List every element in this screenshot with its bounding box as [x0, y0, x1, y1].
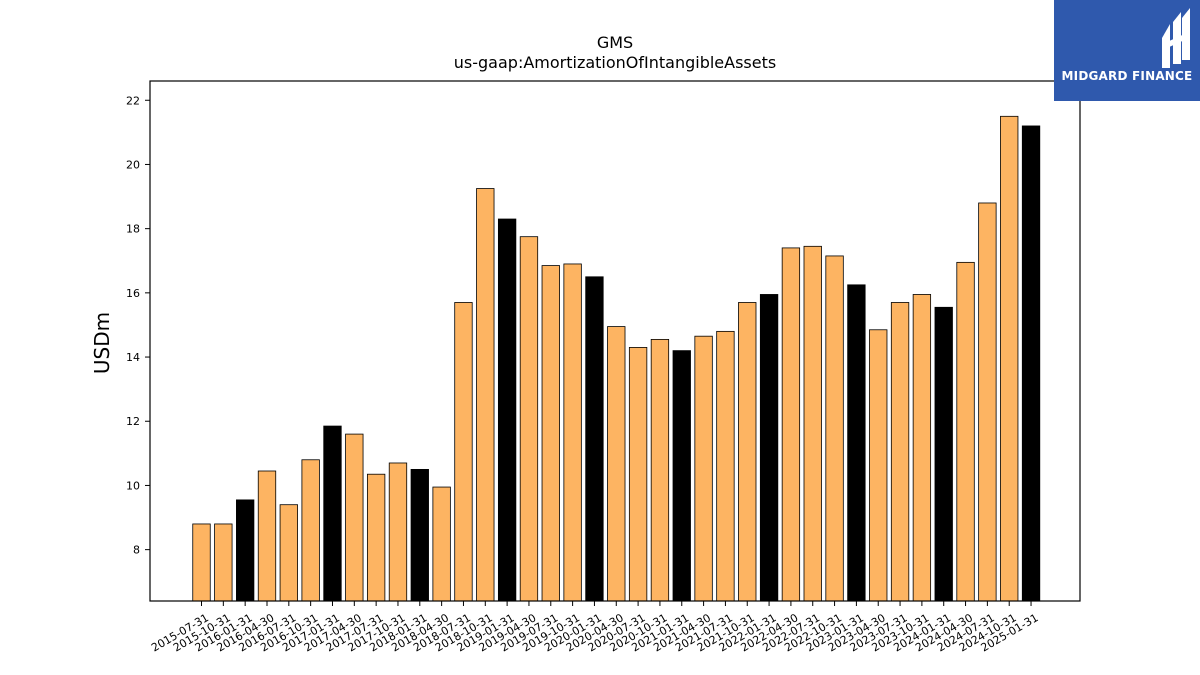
bar-2020-04-30 [607, 326, 626, 602]
bar-2024-04-30 [956, 261, 975, 602]
bar-2024-10-31 [1000, 115, 1019, 602]
bar-2017-01-31 [323, 425, 342, 602]
bar-2019-07-31 [541, 265, 560, 602]
bar-2016-04-30 [257, 470, 277, 602]
bar-2023-04-30 [869, 329, 888, 602]
brand-name: MIDGARD FINANCE [1061, 69, 1193, 83]
bar-series [192, 115, 1041, 602]
bar-2019-10-31 [563, 263, 582, 602]
y-tick-label: 12 [126, 415, 140, 428]
y-tick-label: 16 [126, 287, 140, 300]
chart-title: GMS [597, 33, 633, 52]
bar-2023-07-31 [890, 302, 910, 602]
bar-2022-10-31 [825, 255, 844, 602]
bar-2022-04-30 [781, 247, 801, 602]
bar-2015-07-31 [192, 523, 211, 602]
bar-2020-10-31 [650, 338, 670, 602]
y-tick-label: 10 [126, 479, 140, 492]
plot-frame [149, 80, 1081, 602]
bar-2022-07-31 [803, 245, 822, 602]
bar-2017-04-30 [345, 433, 364, 602]
bar-2020-07-31 [628, 347, 648, 602]
bar-2021-07-31 [716, 330, 735, 602]
y-tick-label: 18 [126, 223, 140, 236]
bar-2025-01-31 [1021, 125, 1041, 602]
y-tick-label: 20 [126, 158, 140, 171]
bar-2018-01-31 [410, 468, 429, 602]
bar-2020-01-31 [585, 276, 604, 602]
bar-2016-07-31 [279, 504, 298, 602]
bar-2016-10-31 [301, 459, 320, 602]
chart-subtitle: us-gaap:AmortizationOfIntangibleAssets [454, 53, 776, 72]
midgard-logo-icon [1162, 8, 1190, 68]
bar-2018-07-31 [454, 302, 473, 602]
y-tick-label: 8 [133, 544, 140, 557]
bar-2021-10-31 [738, 302, 757, 602]
bar-2021-01-31 [672, 350, 691, 602]
y-axis: 8 10 12 14 16 18 20 22 [126, 94, 150, 557]
bar-2021-04-30 [694, 335, 713, 602]
bar-2017-10-31 [388, 462, 408, 602]
bar-2024-07-31 [978, 202, 997, 602]
bar-2015-10-31 [214, 523, 233, 602]
y-tick-label: 22 [126, 94, 140, 107]
bar-2024-01-31 [934, 306, 953, 602]
y-tick-label: 14 [126, 351, 140, 364]
x-axis: 2015-07-312015-10-312016-01-312016-04-30… [149, 601, 1041, 654]
bar-2018-10-31 [476, 188, 495, 602]
bar-2019-04-30 [519, 236, 539, 602]
bar-2016-01-31 [236, 499, 255, 602]
bar-2023-10-31 [912, 294, 932, 602]
bar-2019-01-31 [497, 218, 517, 602]
bar-2018-04-30 [432, 486, 451, 602]
y-axis-label: USDm [90, 312, 114, 374]
bar-2022-01-31 [759, 294, 779, 602]
bar-2017-07-31 [366, 473, 386, 602]
bar-2023-01-31 [847, 284, 866, 602]
brand-logo: MIDGARD FINANCE [1054, 0, 1200, 101]
